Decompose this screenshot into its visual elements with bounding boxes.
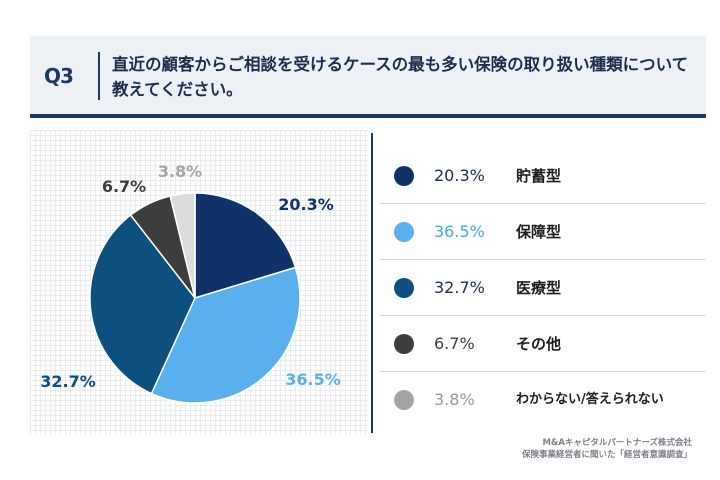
legend-pct-medical: 32.7% (434, 278, 485, 297)
legend-dot-protection (394, 222, 414, 242)
pie-label-protection: 36.5% (285, 370, 341, 389)
pie-slice-protection (150, 266, 301, 404)
panel-divider (371, 133, 373, 433)
source-company: M&Aキャピタルパートナーズ株式会社 (542, 438, 692, 448)
legend-label-protection: 保障型 (516, 223, 562, 241)
legend-pct-other: 6.7% (434, 334, 475, 353)
pie-chart: 20.3% 36.5% 32.7% 6.7% 3.8% (40, 162, 341, 404)
pie-label-unknown: 3.8% (158, 162, 202, 181)
legend-item-other: 6.7% その他 (380, 316, 706, 372)
header-underline (30, 114, 706, 118)
legend-label-other: その他 (516, 335, 562, 353)
legend: 20.3% 貯蓄型 36.5% 保障型 32.7% 医療型 6.7% その他 3… (380, 148, 706, 428)
legend-item-medical: 32.7% 医療型 (380, 260, 706, 316)
legend-item-protection: 36.5% 保障型 (380, 204, 706, 260)
legend-pct-unknown: 3.8% (434, 390, 475, 409)
legend-dot-other (394, 334, 414, 354)
pie-label-other: 6.7% (102, 177, 146, 196)
legend-pct-protection: 36.5% (434, 222, 485, 241)
source-survey: 保険事業経営者に聞いた「経営者意識調査」 (521, 450, 692, 460)
legend-label-unknown: わからない/答えられない (516, 392, 664, 407)
pie-label-savings: 20.3% (278, 195, 334, 214)
question-divider (98, 52, 100, 100)
legend-pct-savings: 20.3% (434, 166, 485, 185)
legend-label-savings: 貯蓄型 (516, 167, 562, 185)
question-number: Q3 (44, 64, 74, 88)
legend-dot-unknown (394, 390, 414, 410)
source-credit: M&Aキャピタルパートナーズ株式会社 保険事業経営者に聞いた「経営者意識調査」 (392, 437, 692, 461)
legend-dot-savings (394, 166, 414, 186)
legend-item-unknown: 3.8% わからない/答えられない (380, 372, 706, 428)
legend-label-medical: 医療型 (516, 279, 562, 297)
legend-dot-medical (394, 278, 414, 298)
question-header (30, 36, 706, 114)
pie-slice-medical (89, 213, 196, 395)
pie-slice-savings (194, 192, 297, 300)
pie-slice-unknown (169, 192, 196, 299)
legend-item-savings: 20.3% 貯蓄型 (380, 148, 706, 204)
pie-label-medical: 32.7% (40, 372, 96, 391)
question-text: 直近の顧客からご相談を受けるケースの最も多い保険の取り扱い種類について教えてくだ… (112, 55, 689, 99)
